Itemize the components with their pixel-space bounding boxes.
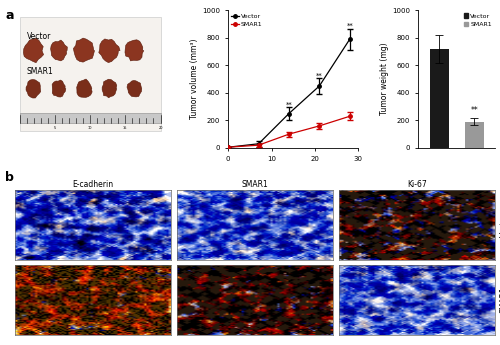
Legend: Vector, SMAR1: Vector, SMAR1	[464, 13, 492, 27]
Bar	[464, 122, 483, 148]
Polygon shape	[50, 40, 68, 61]
Polygon shape	[26, 79, 40, 98]
Polygon shape	[76, 79, 92, 97]
Text: **: **	[346, 23, 353, 29]
Text: b: b	[5, 171, 14, 184]
Text: a: a	[5, 9, 14, 22]
Title: Ki-67: Ki-67	[407, 180, 427, 189]
Y-axis label: Tumor volume (mm³): Tumor volume (mm³)	[190, 39, 199, 119]
Polygon shape	[74, 38, 94, 62]
Title: E-cadherin: E-cadherin	[72, 180, 114, 189]
Text: **: **	[286, 101, 292, 107]
Polygon shape	[102, 79, 117, 98]
Polygon shape	[127, 80, 142, 97]
Text: 10: 10	[88, 126, 92, 130]
Text: 20: 20	[158, 126, 163, 130]
Text: **: **	[316, 72, 322, 78]
Polygon shape	[99, 39, 120, 62]
Bar	[430, 49, 449, 148]
Bar	[20, 113, 160, 122]
Polygon shape	[24, 38, 44, 63]
Bar	[20, 17, 160, 131]
Y-axis label: Tumor weight (mg): Tumor weight (mg)	[380, 43, 390, 116]
Text: **: **	[470, 106, 478, 115]
Text: 5: 5	[54, 126, 56, 130]
Text: SMAR1: SMAR1	[26, 67, 53, 76]
Text: 15: 15	[123, 126, 128, 130]
Text: Vector: Vector	[26, 32, 51, 41]
Polygon shape	[52, 80, 66, 97]
Polygon shape	[125, 40, 144, 61]
Title: SMAR1: SMAR1	[242, 180, 268, 189]
Legend: Vector, SMAR1: Vector, SMAR1	[232, 13, 262, 27]
